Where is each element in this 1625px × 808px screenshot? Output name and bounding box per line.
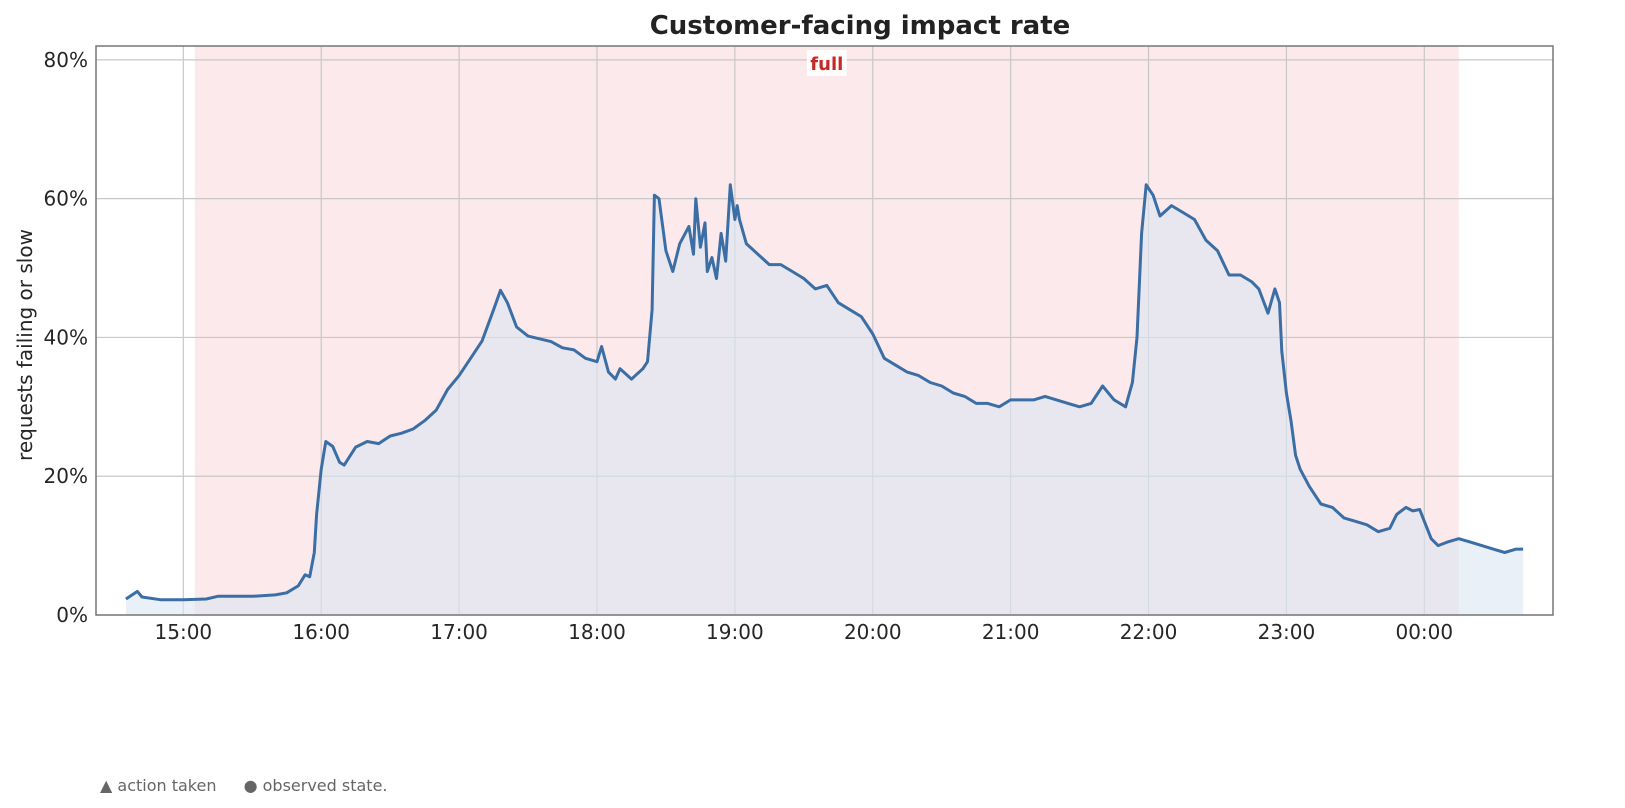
series-layer — [125, 183, 1524, 616]
x-tick-label: 19:00 — [706, 620, 764, 644]
legend-action-taken: ▲ action taken — [100, 776, 217, 795]
legend-note: ▲ action taken ● observed state. — [100, 776, 410, 795]
x-tick-label: 15:00 — [155, 620, 213, 644]
x-tick-label: 17:00 — [430, 620, 488, 644]
x-tick-label: 20:00 — [844, 620, 902, 644]
x-tick-label: 18:00 — [568, 620, 626, 644]
y-tick-label: 40% — [44, 325, 88, 349]
chart-title: Customer-facing impact rate — [650, 11, 1071, 41]
plot-frame — [95, 45, 1554, 616]
series-area-0 — [125, 184, 1524, 616]
x-tick-label: 00:00 — [1395, 620, 1453, 644]
series-line-0 — [125, 183, 1524, 602]
y-tick-label: 20% — [44, 464, 88, 488]
band-label: full — [810, 54, 843, 75]
y-tick-label: 60% — [44, 187, 88, 211]
y-tick-labels: 0% 20% 40% 60% 80% — [44, 48, 88, 627]
band-label-bg — [806, 50, 847, 76]
x-tick-labels: 15:00 16:00 17:00 18:00 19:00 20:00 21:00 22:00… — [155, 620, 1454, 644]
y-axis-label: requests failing or slow — [13, 229, 37, 461]
y-tick-label: 0% — [56, 603, 88, 627]
x-tick-label: 23:00 — [1258, 620, 1316, 644]
x-tick-label: 22:00 — [1120, 620, 1178, 644]
x-tick-label: 21:00 — [982, 620, 1040, 644]
x-tick-label: 16:00 — [292, 620, 350, 644]
legend-observed-state: ● observed state. — [243, 776, 388, 795]
y-tick-label: 80% — [44, 48, 88, 72]
band-labels: full — [806, 50, 847, 76]
